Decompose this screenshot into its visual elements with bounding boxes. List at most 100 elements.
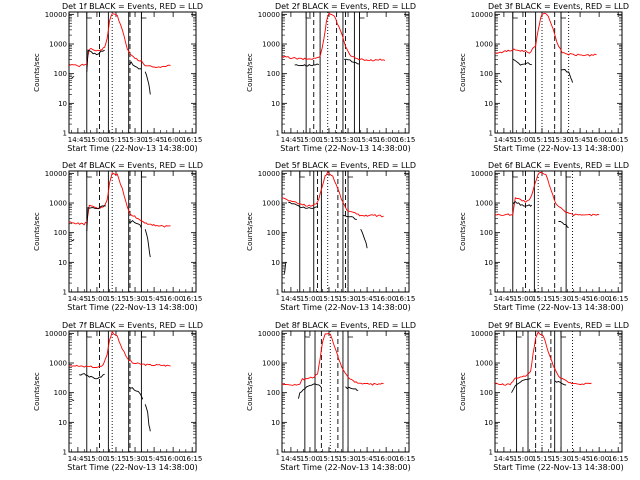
- chart-title: Det 3f BLACK = Events, RED = LLD: [488, 2, 629, 11]
- plot-frame: [494, 11, 623, 134]
- x-tick-label: 15:00: [513, 295, 533, 303]
- series-events-line: [128, 219, 142, 228]
- chart-panel-8: Det 8f BLACK = Events, RED = LLD 1 10 100 10…: [246, 321, 416, 472]
- x-tick-label: 15:15: [319, 136, 339, 144]
- y-axis-label: Counts/sec: [246, 53, 254, 92]
- x-tick-label: 14:45: [494, 295, 514, 303]
- series-events-line: [128, 61, 142, 70]
- chart-panel-5: Det 5f BLACK = Events, RED = LLD 1 10 100 10…: [246, 161, 416, 312]
- y-tick-label: 10000: [471, 330, 493, 338]
- x-axis-label: Start Time (22-Nov-13 14:38:00): [67, 144, 197, 153]
- series-events-line: [71, 76, 75, 80]
- x-tick-label: 15:30: [125, 455, 145, 463]
- x-tick-label: 15:15: [532, 136, 552, 144]
- y-tick-label: 1: [489, 449, 493, 457]
- x-tick-label: 15:45: [357, 455, 377, 463]
- x-tick-label: 15:45: [357, 136, 377, 144]
- chart-panel-6: Det 6f BLACK = Events, RED = LLD 1 10 100 10…: [459, 161, 629, 312]
- y-axis-label: Counts/sec: [33, 372, 41, 411]
- y-tick-label: 100: [267, 229, 280, 237]
- series-events-line: [511, 378, 531, 393]
- plot-frame: [494, 170, 623, 293]
- chart-title: Det 1f BLACK = Events, RED = LLD: [62, 2, 203, 11]
- x-axis-label: Start Time (22-Nov-13 14:38:00): [493, 144, 623, 153]
- x-tick-label: 16:00: [163, 295, 183, 303]
- series-events-line: [144, 229, 151, 258]
- chart-title: Det 4f BLACK = Events, RED = LLD: [62, 161, 203, 170]
- y-tick-label: 100: [267, 70, 280, 78]
- y-tick-label: 1: [276, 449, 280, 457]
- series-events-line: [128, 386, 144, 400]
- x-tick-label: 16:15: [608, 295, 628, 303]
- series-lld-line: [68, 330, 171, 369]
- time-flag-marker: [512, 12, 518, 19]
- x-tick-label: 16:15: [395, 136, 415, 144]
- x-axis-label: Start Time (22-Nov-13 14:38:00): [280, 303, 410, 312]
- x-tick-label: 15:45: [144, 455, 164, 463]
- time-flag-marker: [86, 331, 92, 338]
- x-tick-label: 16:15: [395, 455, 415, 463]
- x-axis-label: Start Time (22-Nov-13 14:38:00): [67, 303, 197, 312]
- plot-frame: [68, 170, 197, 293]
- series-events-line: [554, 380, 567, 386]
- series-events-line: [498, 80, 502, 83]
- y-tick-label: 100: [267, 389, 280, 397]
- time-flag-marker: [140, 331, 147, 338]
- x-tick-label: 16:00: [589, 455, 609, 463]
- x-tick-label: 15:00: [87, 295, 107, 303]
- y-tick-label: 10: [58, 259, 67, 267]
- x-tick-label: 15:30: [551, 295, 571, 303]
- x-tick-label: 14:45: [281, 295, 301, 303]
- y-tick-label: 1000: [262, 360, 280, 368]
- x-tick-label: 16:00: [163, 136, 183, 144]
- y-tick-label: 1: [63, 449, 67, 457]
- x-tick-label: 16:00: [163, 455, 183, 463]
- series-events-line: [560, 69, 573, 83]
- x-tick-label: 16:00: [589, 295, 609, 303]
- y-tick-label: 100: [54, 229, 67, 237]
- series-events-line: [71, 398, 75, 401]
- x-tick-label: 15:00: [87, 136, 107, 144]
- x-tick-label: 16:00: [589, 136, 609, 144]
- y-tick-label: 10: [484, 419, 493, 427]
- series-events-line: [86, 49, 105, 72]
- x-tick-label: 14:45: [281, 455, 301, 463]
- series-lld-line: [281, 333, 384, 386]
- series-events-line: [342, 214, 357, 220]
- y-tick-label: 10000: [471, 11, 493, 19]
- y-axis-label: Counts/sec: [33, 53, 41, 92]
- y-tick-label: 1: [276, 289, 280, 297]
- y-tick-label: 10: [484, 259, 493, 267]
- y-tick-label: 1000: [262, 200, 280, 208]
- x-tick-label: 16:15: [608, 455, 628, 463]
- time-flag-marker: [560, 12, 567, 19]
- x-tick-label: 16:15: [182, 295, 202, 303]
- series-lld-line: [281, 12, 386, 62]
- y-tick-label: 1000: [475, 200, 493, 208]
- x-tick-label: 14:45: [494, 136, 514, 144]
- x-tick-label: 15:00: [300, 455, 320, 463]
- x-tick-label: 15:30: [551, 455, 571, 463]
- chart-title: Det 5f BLACK = Events, RED = LLD: [275, 161, 416, 170]
- x-tick-label: 15:30: [338, 295, 358, 303]
- chart-panel-7: Det 7f BLACK = Events, RED = LLD 1 10 100 10…: [33, 321, 203, 472]
- x-tick-label: 16:15: [182, 455, 202, 463]
- plot-frame: [68, 11, 197, 134]
- x-tick-label: 15:15: [319, 455, 339, 463]
- series-lld-line: [281, 171, 384, 218]
- plot-frame: [68, 330, 197, 453]
- x-tick-label: 15:15: [319, 295, 339, 303]
- y-tick-label: 10000: [45, 11, 67, 19]
- time-flag-marker: [299, 171, 305, 178]
- series-events-line: [71, 238, 75, 242]
- y-tick-label: 10: [58, 419, 67, 427]
- x-tick-label: 16:00: [376, 295, 396, 303]
- chart-panel-4: Det 4f BLACK = Events, RED = LLD 1 10 100 10…: [33, 161, 203, 312]
- plot-frame: [494, 330, 623, 453]
- y-tick-label: 1000: [475, 41, 493, 49]
- chart-panel-1: Det 1f BLACK = Events, RED = LLD 1 10 100 10…: [33, 2, 203, 153]
- x-axis-label: Start Time (22-Nov-13 14:38:00): [493, 463, 623, 472]
- x-tick-label: 15:45: [570, 295, 590, 303]
- x-tick-label: 16:15: [182, 136, 202, 144]
- series-events-line: [294, 63, 319, 67]
